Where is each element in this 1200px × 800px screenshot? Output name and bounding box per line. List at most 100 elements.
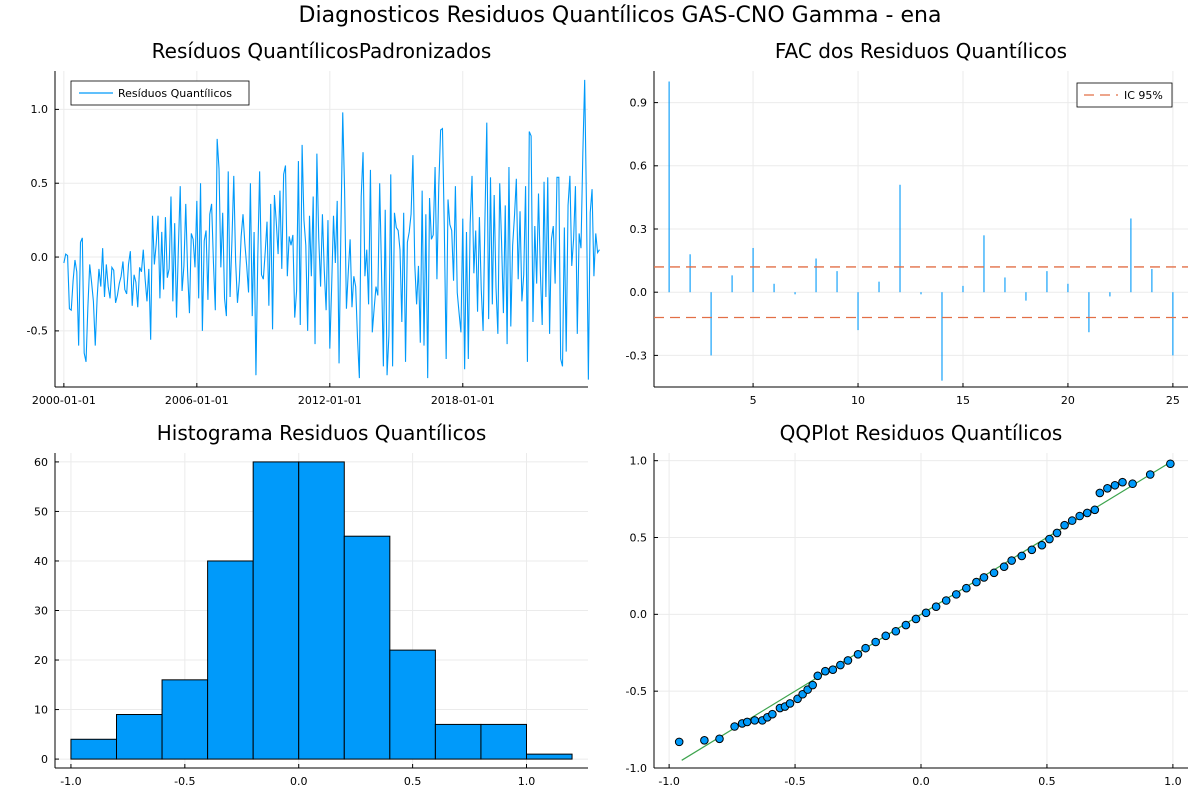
y-tick-label: 1.0 (630, 455, 648, 468)
qq-point (1007, 556, 1016, 565)
qq-point (1045, 534, 1054, 544)
qq-point (999, 562, 1009, 572)
qq-point (1017, 551, 1027, 561)
qq-point (881, 631, 891, 641)
legend-box (70, 80, 250, 106)
x-tick-label: 0.5 (1038, 775, 1056, 788)
qq-point (941, 596, 951, 605)
y-tick-label: 0.5 (630, 531, 648, 544)
histogram-bar (116, 714, 163, 760)
qq-point (1075, 511, 1084, 521)
legend: Resíduos Quantílicos (70, 80, 250, 106)
x-tick-label: -1.0 (658, 775, 679, 788)
x-tick-label: 0.0 (290, 775, 308, 788)
qqplot-panel: QQPlot Residuos Quantílicos -1.0 -0.5 0.0 0.… (626, 421, 1188, 788)
y-tick-label: 10 (34, 703, 48, 716)
qq-point (1110, 480, 1120, 490)
y-tick-label: 40 (34, 555, 48, 568)
x-tick-label: 2012-01-01 (298, 394, 362, 407)
x-tick-label: 0.0 (912, 775, 930, 788)
histogram-bar (343, 535, 391, 760)
histogram-bar (207, 560, 254, 760)
histogram-bar (252, 461, 300, 760)
residuals-series-line (63, 79, 600, 380)
qq-point (843, 656, 853, 665)
qq-point (730, 722, 739, 731)
legend-label: IC 95% (1124, 89, 1163, 102)
qq-point (1090, 505, 1100, 515)
qq-point (700, 736, 709, 745)
panel-title: Resíduos QuantílicosPadronizados (152, 39, 492, 63)
x-tick-label: -1.0 (60, 775, 81, 788)
qq-point (853, 649, 863, 659)
histogram-bar (480, 723, 528, 760)
qq-point (715, 734, 724, 744)
y-tick-label: 50 (34, 505, 48, 518)
y-tick-label: 30 (34, 604, 48, 617)
qq-point (750, 716, 760, 725)
qq-point (931, 602, 941, 611)
qq-point (820, 666, 830, 676)
y-tick-label: 0.3 (630, 223, 648, 236)
qq-point (1067, 516, 1077, 525)
qq-point (979, 573, 989, 582)
y-tick-label: -1.0 (626, 762, 647, 775)
x-tick-label: -0.5 (174, 775, 195, 788)
qq-point (921, 608, 931, 618)
x-tick-label: 2000-01-01 (32, 394, 96, 407)
y-tick-label: 0 (41, 753, 48, 766)
x-tick-label: 0.5 (404, 775, 422, 788)
qq-point (962, 583, 971, 593)
y-tick-label: 20 (34, 654, 48, 667)
y-tick-label: 0.0 (31, 251, 49, 264)
figure-title: Diagnosticos Residuos Quantílicos GAS-CN… (299, 3, 942, 28)
qq-point (808, 680, 817, 690)
qq-point (1103, 484, 1112, 493)
qq-point (1052, 528, 1062, 538)
qq-point (742, 717, 752, 727)
panel-title: FAC dos Residuos Quantílicos (775, 39, 1067, 63)
qq-point (836, 660, 845, 670)
qq-point (768, 709, 777, 719)
x-tick-label: 25 (1166, 394, 1180, 407)
y-tick-label: 0.9 (630, 96, 648, 109)
qq-point (901, 620, 911, 630)
y-tick-label: 0.0 (630, 286, 648, 299)
x-tick-label: 5 (750, 394, 757, 407)
qq-point (1118, 477, 1127, 487)
legend: IC 95% (1076, 82, 1173, 108)
y-tick-label: 1.0 (31, 103, 49, 116)
x-tick-label: 2006-01-01 (165, 394, 229, 407)
qq-point (911, 614, 921, 624)
qq-point (785, 699, 795, 708)
panel-title: QQPlot Residuos Quantílicos (780, 421, 1063, 445)
histogram-bar (526, 753, 573, 760)
x-tick-label: 15 (956, 394, 970, 407)
qq-point (871, 637, 880, 647)
x-tick-label: 1.0 (1164, 775, 1182, 788)
qq-point (674, 737, 684, 747)
y-tick-label: -0.5 (27, 325, 48, 338)
qq-point (951, 590, 961, 599)
histogram-bar (389, 649, 436, 760)
y-tick-label: 0.5 (31, 177, 49, 190)
qq-point (1128, 479, 1137, 489)
qq-point (989, 568, 999, 578)
x-tick-label: 1.0 (518, 775, 536, 788)
residuals-line-panel: Resíduos QuantílicosPadronizados 2000-01-… (27, 39, 600, 407)
y-tick-label: 0.6 (630, 160, 648, 173)
x-tick-label: 2018-01-01 (431, 394, 495, 407)
histogram-bar (434, 723, 482, 760)
y-tick-label: -0.5 (626, 685, 647, 698)
qq-point (972, 577, 981, 587)
qq-point (1082, 508, 1092, 518)
qq-point (861, 643, 870, 653)
panel-title: Histograma Residuos Quantílicos (157, 421, 487, 445)
acf-bar-panel: FAC dos Residuos Quantílicos 5 10 15 20 25 -0.… (626, 39, 1188, 407)
x-tick-label: -0.5 (784, 775, 805, 788)
histogram-bar (161, 679, 209, 760)
qq-point (813, 671, 823, 681)
qq-point (1037, 540, 1047, 550)
histogram-panel: Histograma Residuos Quantílicos -1.0 -0.5 0… (34, 421, 588, 788)
